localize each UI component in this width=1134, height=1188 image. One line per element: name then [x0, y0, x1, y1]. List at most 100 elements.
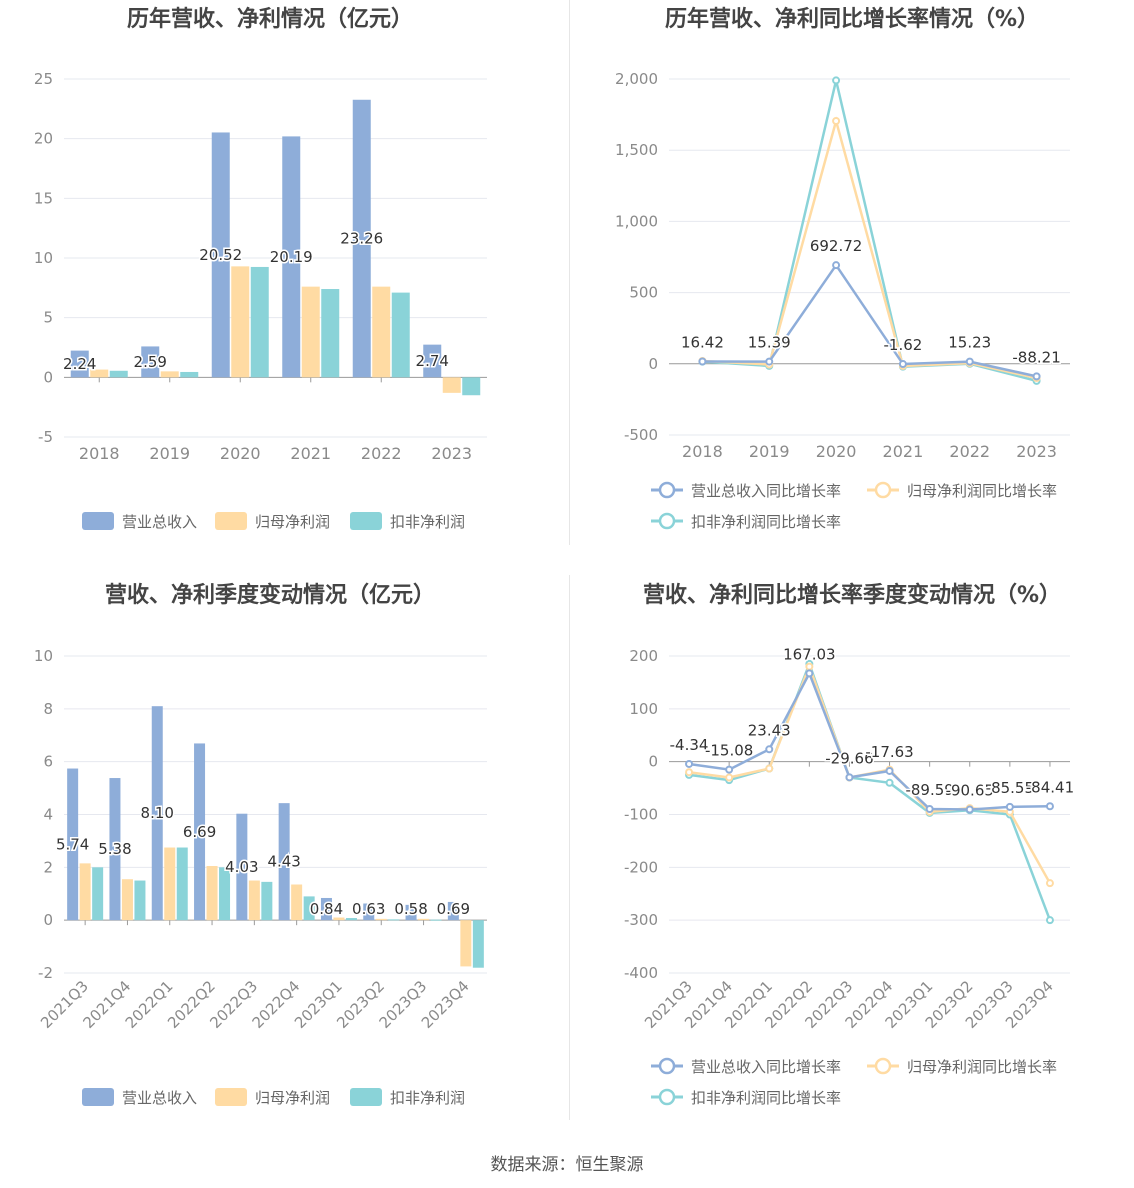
x-tick-label: 2021: [290, 444, 331, 463]
bar-net-profit: [79, 863, 91, 921]
data-label: 4.03: [225, 858, 258, 876]
point-revenue: [965, 357, 974, 366]
bar-net-profit: [375, 918, 387, 921]
x-tick-label: 2020: [220, 444, 261, 463]
bar-revenue: [363, 903, 375, 921]
point-revenue: [765, 745, 774, 754]
bar-revenue: [151, 706, 163, 921]
bar-net-profit: [460, 920, 472, 967]
y-tick-label: 5: [43, 309, 53, 327]
bar-net-profit: [121, 879, 133, 921]
y-tick-label: -500: [624, 426, 658, 444]
point-net-profit: [725, 773, 734, 782]
point-net-profit: [805, 662, 814, 671]
bar-net-profit: [164, 847, 176, 921]
legend-label: 营业总收入: [122, 1089, 197, 1107]
data-label: -4.34: [670, 736, 709, 754]
bar-net-profit: [333, 917, 345, 921]
point-revenue: [832, 261, 841, 270]
y-tick-label: -100: [624, 806, 658, 824]
point-revenue: [845, 773, 854, 782]
legend-label: 营业总收入同比增长率: [691, 1058, 841, 1076]
data-label: 15.39: [748, 334, 791, 352]
data-label: 0.69: [437, 900, 470, 918]
chart-title: 历年营收、净利同比增长率情况（%）: [665, 6, 1039, 32]
x-tick-label: 2023: [1016, 442, 1057, 461]
quarterly-growth-rate-chart: 营收、净利同比增长率季度变动情况（%） -400 -300 -200 -100 0 100 2…: [624, 582, 1076, 1107]
legend-label: 归母净利润: [255, 513, 330, 531]
bar-deducted-profit: [303, 896, 315, 921]
bar-deducted-profit: [391, 292, 410, 378]
bar-deducted-profit: [472, 920, 484, 968]
bar-revenue: [282, 136, 301, 378]
legend-swatch: [215, 512, 247, 530]
bar-net-profit: [301, 286, 320, 378]
data-label: -84.41: [1026, 778, 1074, 796]
point-revenue: [885, 766, 894, 775]
line-revenue: [702, 262, 1037, 378]
data-label: 20.52: [199, 246, 242, 264]
y-tick-label: 10: [34, 647, 53, 665]
y-tick-label: -5: [38, 428, 53, 446]
legend-marker: [874, 481, 892, 499]
data-label: 2.59: [134, 353, 167, 371]
bar-deducted-profit: [388, 919, 400, 921]
bar-net-profit: [231, 266, 250, 378]
point-revenue: [725, 765, 734, 774]
bar-deducted-profit: [180, 371, 199, 378]
point-revenue: [1005, 802, 1014, 811]
vertical-divider-top: [569, 0, 570, 545]
chart-title: 营收、净利季度变动情况（亿元）: [105, 582, 435, 608]
y-tick-label: 500: [629, 284, 658, 302]
data-label: 23.43: [748, 721, 791, 739]
data-label: -85.55: [986, 779, 1034, 797]
legend-marker: [874, 1057, 892, 1075]
point-net-profit: [1045, 879, 1054, 888]
legend-label: 营业总收入同比增长率: [691, 482, 841, 500]
data-label: 167.03: [783, 645, 836, 663]
point-revenue: [1045, 802, 1054, 811]
data-label: 0.63: [352, 900, 385, 918]
bar-net-profit: [372, 286, 391, 378]
legend-label: 扣非净利润: [390, 513, 465, 531]
x-tick-label: 2019: [149, 444, 190, 463]
quarterly-revenue-profit-chart: 营收、净利季度变动情况（亿元）-202468102021Q32021Q42022…: [34, 582, 487, 1107]
data-label: 15.23: [948, 334, 991, 352]
point-revenue: [925, 805, 934, 814]
y-tick-label: -400: [624, 964, 658, 982]
line-net-profit: [702, 116, 1037, 380]
data-label: -88.21: [1012, 348, 1060, 366]
bar-deducted-profit: [321, 289, 340, 378]
point-net-profit: [685, 768, 694, 777]
bar-deducted-profit: [219, 867, 231, 921]
y-tick-label: 0: [648, 355, 658, 373]
data-label: -1.62: [884, 336, 923, 354]
bar-deducted-profit: [345, 918, 357, 921]
legend-marker: [658, 481, 676, 499]
legend-label: 扣非净利润: [390, 1089, 465, 1107]
data-label: -89.59: [905, 781, 953, 799]
point-net-profit: [765, 764, 774, 773]
chart-title: 历年营收、净利情况（亿元）: [127, 6, 413, 32]
x-tick-label: 2022: [949, 442, 990, 461]
legend-label: 归母净利润同比增长率: [907, 482, 1057, 500]
point-revenue: [965, 805, 974, 814]
data-source-footer: 数据来源：恒生聚源: [490, 1155, 644, 1175]
y-tick-label: 10: [34, 249, 53, 267]
vertical-divider-bottom: [569, 575, 570, 1120]
data-label: 6.69: [183, 823, 216, 841]
data-label: 23.26: [340, 230, 383, 248]
y-tick-label: 0: [43, 368, 53, 386]
bar-revenue: [194, 743, 206, 921]
bar-net-profit: [206, 866, 218, 921]
x-tick-label: 2018: [682, 442, 723, 461]
bar-deducted-profit: [261, 881, 273, 921]
bar-revenue: [447, 901, 459, 921]
bar-net-profit: [291, 884, 303, 921]
legend-swatch: [350, 1088, 382, 1106]
chart-title: 营收、净利同比增长率季度变动情况（%）: [643, 582, 1061, 608]
line-deducted-profit: [688, 660, 1052, 921]
point-deducted-profit: [832, 76, 841, 85]
bar-revenue: [109, 778, 121, 921]
legend-marker: [658, 512, 676, 530]
